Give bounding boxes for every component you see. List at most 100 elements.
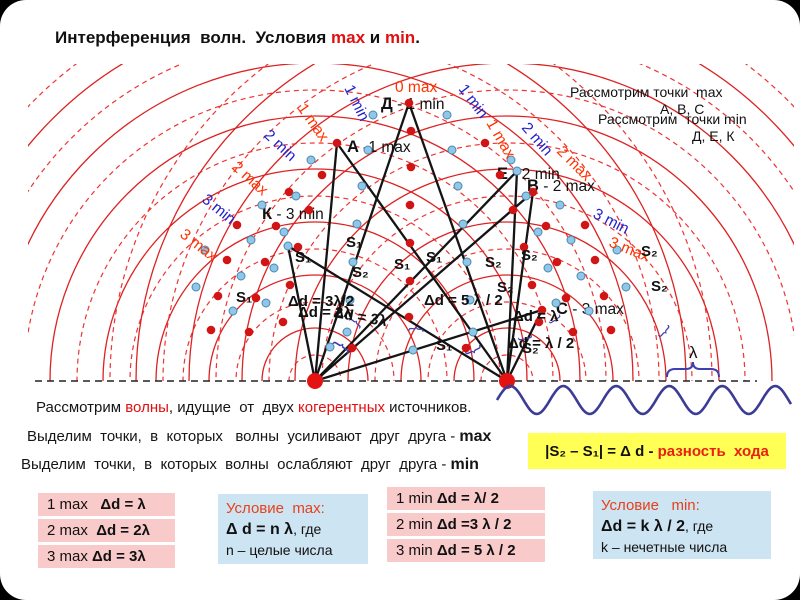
title-period: . xyxy=(415,28,420,47)
max-dot-red xyxy=(213,291,223,301)
wavefront-crest-arc xyxy=(49,115,581,381)
point-letter: А xyxy=(347,138,359,156)
max-dot-red xyxy=(260,257,270,267)
wavefront-trough-arc xyxy=(235,301,395,381)
min-dot-blue xyxy=(348,257,358,267)
body-l2b-max: max xyxy=(459,428,492,445)
wavefront-trough-arc xyxy=(215,89,794,381)
wavefront-crest-arc xyxy=(208,274,422,381)
min-dot-blue xyxy=(465,295,475,305)
min-dot-blue xyxy=(506,155,516,165)
body-l3a: Выделим точки, в которых волны ослабляют… xyxy=(21,456,451,473)
min-dot-blue xyxy=(283,241,293,251)
title-and: и xyxy=(365,28,385,47)
min-dot-blue xyxy=(269,263,279,273)
max-condition-box: Условие max: Δ d = n λ, где n – целые чи… xyxy=(218,494,368,564)
s-distance-label: S₂ xyxy=(352,264,369,281)
row-label-max: 1 max xyxy=(294,101,332,146)
max-dot-red xyxy=(271,221,281,231)
min-dot-blue xyxy=(468,327,478,337)
min-dot-blue xyxy=(612,245,622,255)
point-order-text: - 3 min xyxy=(272,206,324,223)
point-order-text: - 2 max xyxy=(539,178,595,195)
max-dot-red xyxy=(541,221,551,231)
max-dot-red xyxy=(332,138,342,148)
wavefront-crest-arc xyxy=(261,327,369,381)
max-dot-red xyxy=(528,187,538,197)
path-difference-brace: } xyxy=(407,325,424,332)
max-dot-red xyxy=(285,280,295,290)
wavefront-trough-arc xyxy=(182,248,448,381)
min-dot-blue xyxy=(325,342,335,352)
min-dot-blue xyxy=(566,235,576,245)
min-dot-blue xyxy=(453,181,463,191)
ray-line xyxy=(407,101,509,383)
note-consider-max: Рассмотрим точки max xyxy=(570,84,723,100)
min-dot-blue xyxy=(521,191,531,201)
min-dot-blue xyxy=(555,200,565,210)
max-dot-red xyxy=(293,242,303,252)
row-label-min: 1 min xyxy=(455,81,491,122)
s-distance-label: S₁ xyxy=(295,249,311,266)
min-dot-blue xyxy=(447,145,457,155)
note-points-dek: Д, Е, К xyxy=(692,128,735,144)
ray-line xyxy=(286,244,509,383)
min-dot-blue xyxy=(576,271,586,281)
note-points-abc: А, В, С xyxy=(660,101,705,117)
min-dot-blue xyxy=(512,166,522,176)
delta-d-label: Δd = 2λ xyxy=(298,304,352,321)
max-condition-formula-line: Δ d = n λ, где xyxy=(226,519,360,541)
wavefront-trough-arc xyxy=(427,301,587,381)
s-distance-label: S₂ xyxy=(651,278,668,295)
row-label-max: 0 max xyxy=(395,79,437,96)
min-table-row: 1 min Δd = λ/ 2 xyxy=(387,487,545,513)
max-dot-red xyxy=(480,138,490,148)
path-difference-brace: } xyxy=(517,334,535,342)
max-dot-red xyxy=(244,327,254,337)
path-difference-box: |S₂ – S₁| = Δ d - разность хода xyxy=(528,433,786,469)
s-distance-label: S₂ xyxy=(485,254,502,271)
title-max: max xyxy=(331,28,366,47)
max-table-row-order: 3 max xyxy=(47,548,93,565)
min-dot-blue xyxy=(543,263,553,273)
note-consider-min: Рассмотрим точки min xyxy=(598,111,747,127)
s-distance-label: S₂ xyxy=(522,340,539,357)
path-difference-dash: - xyxy=(644,442,658,460)
path-difference-label: разность хода xyxy=(657,442,769,460)
min-table-row-formula: Δd =3 λ / 2 xyxy=(436,516,512,533)
point-letter: Д xyxy=(381,95,393,113)
wavefront-crest-arc xyxy=(155,221,475,381)
max-dot-red xyxy=(508,205,518,215)
min-dot-blue xyxy=(368,110,378,120)
max-table-row-formula: Δd = λ xyxy=(100,496,146,513)
min-condition-suffix: , где xyxy=(684,518,714,535)
ray-line xyxy=(313,141,339,383)
s-distance-label: S₁ xyxy=(394,256,410,273)
point-order-text: - 1 min xyxy=(393,96,445,113)
wave-source-1 xyxy=(307,373,323,389)
max-dot-red xyxy=(552,257,562,267)
min-table-row-order: 3 min xyxy=(396,542,437,559)
min-dot-blue xyxy=(228,306,238,316)
max-dot-red xyxy=(317,170,327,180)
body-l3b-min: min xyxy=(450,456,479,473)
wavefront-crest-arc xyxy=(347,221,667,381)
min-table-row-formula: Δd = λ/ 2 xyxy=(436,490,499,507)
point-label: А -1 max xyxy=(347,138,411,156)
max-condition-note: n – целые числа xyxy=(226,541,333,558)
max-dot-red xyxy=(347,343,357,353)
max-table-row: 1 max Δd = λ xyxy=(38,493,175,519)
body-line-max: Выделим точки, в которых волны усиливают… xyxy=(27,428,491,446)
max-dot-red xyxy=(284,187,294,197)
wavefront-trough-arc xyxy=(374,248,640,381)
delta-d-label: Δd = λ xyxy=(513,308,559,325)
min-dot-blue xyxy=(257,200,267,210)
min-table-row-order: 1 min xyxy=(396,490,437,507)
delta-d-label: Δd = λ / 2 xyxy=(508,335,574,352)
wavefront-crest-arc xyxy=(241,115,773,381)
max-table-row-order: 1 max xyxy=(47,496,101,513)
slide-title: Интерференция волн. Условия max и min. xyxy=(55,28,420,48)
